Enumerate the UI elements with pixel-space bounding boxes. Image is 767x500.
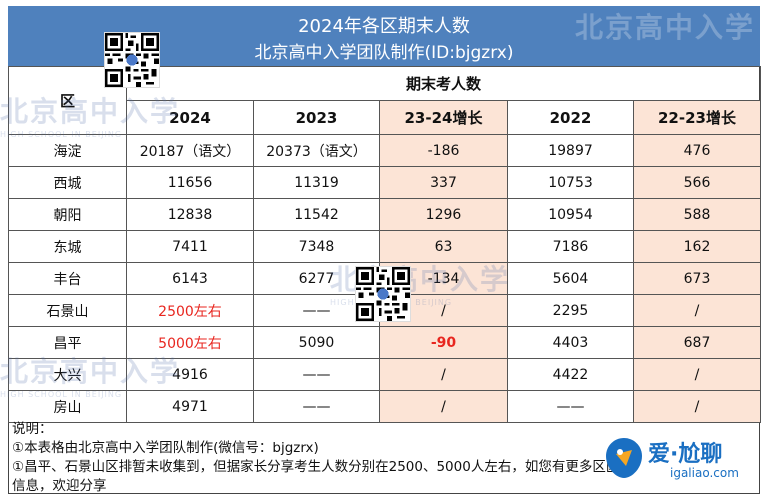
value-2024-cell: 7411 [126,230,254,263]
value-2023-cell: 11542 [253,198,380,231]
table-row: 朝阳 12838 11542 1296 10954 588 [8,198,761,231]
value-2024-cell: 20187（语文） [126,134,254,167]
value-2024-cell: 5000左右 [126,326,254,359]
value-2022-cell: —— [507,390,634,423]
value-2022-cell: 2295 [507,294,634,327]
table-row: 昌平 5000左右 5090 -90 4403 687 [8,326,761,359]
growth-2324-cell: / [379,390,508,423]
page-title: 2024年各区期末人数 [298,16,470,37]
growth-2223-cell: / [633,358,761,391]
district-cell: 昌平 [8,326,127,359]
growth-2223-cell: 566 [633,166,761,199]
notes-line: 信息，欢迎分享 [12,478,107,494]
value-2024-cell: 4916 [126,358,254,391]
value-2023-cell: 5090 [253,326,380,359]
value-2023-cell: 20373（语文） [253,134,380,167]
group-header: 期末考人数 [126,66,761,101]
table-row: 丰台 6143 6277 -134 5604 673 [8,262,761,295]
district-cell: 丰台 [8,262,127,295]
value-2023-cell: —— [253,358,380,391]
district-cell: 朝阳 [8,198,127,231]
value-2022-cell: 10954 [507,198,634,231]
col-2022-header: 2022 [507,100,634,135]
growth-2223-cell: / [633,294,761,327]
site-logo: 爱·尬聊 igaliao.com [600,430,760,492]
district-cell: 海淀 [8,134,127,167]
value-2022-cell: 5604 [507,262,634,295]
value-2023-cell: 11319 [253,166,380,199]
growth-2324-cell: 1296 [379,198,508,231]
value-2023-cell: —— [253,390,380,423]
value-2024-cell: 11656 [126,166,254,199]
growth-2324-cell: 63 [379,230,508,263]
col-growth-2324-header: 23-24增长 [379,100,508,135]
value-2024-cell: 4971 [126,390,254,423]
table-row: 海淀 20187（语文） 20373（语文） -186 19897 476 [8,134,761,167]
growth-2223-cell: 673 [633,262,761,295]
value-2024-cell: 12838 [126,198,254,231]
col-growth-2223-header: 22-23增长 [633,100,761,135]
value-2022-cell: 19897 [507,134,634,167]
growth-2223-cell: 588 [633,198,761,231]
district-cell: 西城 [8,166,127,199]
col-2024-header: 2024 [126,100,254,135]
notes-heading: 说明： [12,421,53,437]
district-cell: 房山 [8,390,127,423]
value-2022-cell: 7186 [507,230,634,263]
growth-2223-cell: 162 [633,230,761,263]
value-2024-cell: 6143 [126,262,254,295]
notes-line: ①本表格由北京高中入学团队制作(微信号：bjgzrx) [12,440,319,456]
col-2023-header: 2023 [253,100,380,135]
table-row: 西城 11656 11319 337 10753 566 [8,166,761,199]
district-cell: 石景山 [8,294,127,327]
table-row: 东城 7411 7348 63 7186 162 [8,230,761,263]
notes-section: 说明： ①本表格由北京高中入学团队制作(微信号：bjgzrx) ①昌平、石景山区… [8,418,760,494]
qr-code-icon [104,32,160,88]
logo-url: igaliao.com [670,466,739,480]
value-2024-cell: 2500左右 [126,294,254,327]
growth-2223-cell: 476 [633,134,761,167]
logo-mascot-icon [604,436,644,480]
growth-2223-cell: 687 [633,326,761,359]
value-2022-cell: 4422 [507,358,634,391]
growth-2324-cell: 337 [379,166,508,199]
qr-code-icon [355,266,411,322]
growth-2324-cell: / [379,358,508,391]
data-table: 区 期末考人数 2024 2023 23-24增长 2022 22-23增长 海… [8,66,761,423]
page-subtitle: 北京高中入学团队制作(ID:bjgzrx) [254,43,514,63]
value-2022-cell: 10753 [507,166,634,199]
table-row: 大兴 4916 —— / 4422 / [8,358,761,391]
logo-text: 爱·尬聊 [648,442,723,467]
notes-line: ①昌平、石景山区排暂未收集到，但据家长分享考生人数分别在2500、5000人左右… [12,459,633,475]
growth-2223-cell: / [633,390,761,423]
growth-2324-cell: -186 [379,134,508,167]
table-row: 房山 4971 —— / —— / [8,390,761,423]
growth-2324-cell: -90 [379,326,508,359]
value-2022-cell: 4403 [507,326,634,359]
value-2023-cell: 7348 [253,230,380,263]
district-cell: 东城 [8,230,127,263]
district-cell: 大兴 [8,358,127,391]
